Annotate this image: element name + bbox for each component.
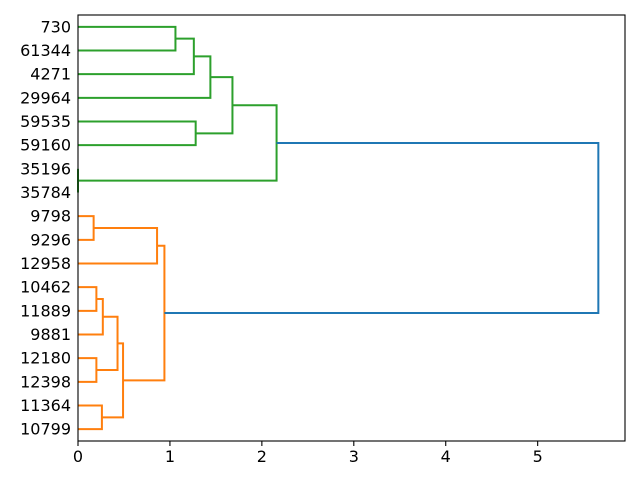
dendrogram-link: [195, 76, 234, 135]
y-axis-leaf-label: 9296: [30, 230, 71, 249]
y-axis-leaf-label: 4271: [30, 65, 71, 84]
dendrogram-link: [78, 357, 98, 383]
dendrogram-link: [78, 286, 98, 312]
y-axis-leaf-label: 11889: [20, 301, 71, 320]
y-axis-leaf-label: 9881: [30, 325, 71, 344]
y-axis-leaf-label: 10462: [20, 278, 71, 297]
dendrogram-link: [78, 120, 197, 147]
dendrogram-link: [78, 227, 159, 265]
dendrogram-link: [78, 25, 177, 52]
x-tick-label: 4: [441, 447, 451, 466]
x-tick-label: 3: [349, 447, 359, 466]
x-tick-label: 2: [257, 447, 267, 466]
y-axis-leaf-label: 12958: [20, 254, 71, 273]
dendrogram-link: [78, 55, 212, 99]
y-axis-leaf-label: 61344: [20, 41, 71, 60]
plot-frame: [77, 14, 626, 442]
y-axis-leaf-label: 35196: [20, 159, 71, 178]
x-tick-label: 0: [73, 447, 83, 466]
y-axis-leaf-label: 35784: [20, 183, 71, 202]
y-axis-leaf-label: 10799: [20, 420, 71, 439]
y-axis-leaf-label: 730: [40, 17, 71, 36]
y-axis-leaf-label: 11364: [20, 396, 71, 415]
y-axis-leaf-label: 9798: [30, 207, 71, 226]
dendrogram-link: [96, 315, 119, 371]
x-tick-label: 1: [165, 447, 175, 466]
dendrogram-link: [101, 342, 125, 419]
dendrogram-link: [78, 215, 95, 241]
y-axis-leaf-label: 59160: [20, 136, 71, 155]
x-tick-label: 5: [533, 447, 543, 466]
y-axis-leaf-label: 29964: [20, 88, 71, 107]
y-axis-leaf-label: 59535: [20, 112, 71, 131]
dendrogram-link: [164, 141, 600, 315]
dendrogram-link: [123, 244, 166, 382]
y-axis-leaf-label: 12398: [20, 372, 71, 391]
dendrogram-link: [78, 37, 195, 76]
dendrogram-link: [78, 298, 104, 336]
dendrogram-link: [78, 104, 278, 182]
y-axis-leaf-label: 12180: [20, 349, 71, 368]
dendrogram-link: [78, 404, 103, 431]
